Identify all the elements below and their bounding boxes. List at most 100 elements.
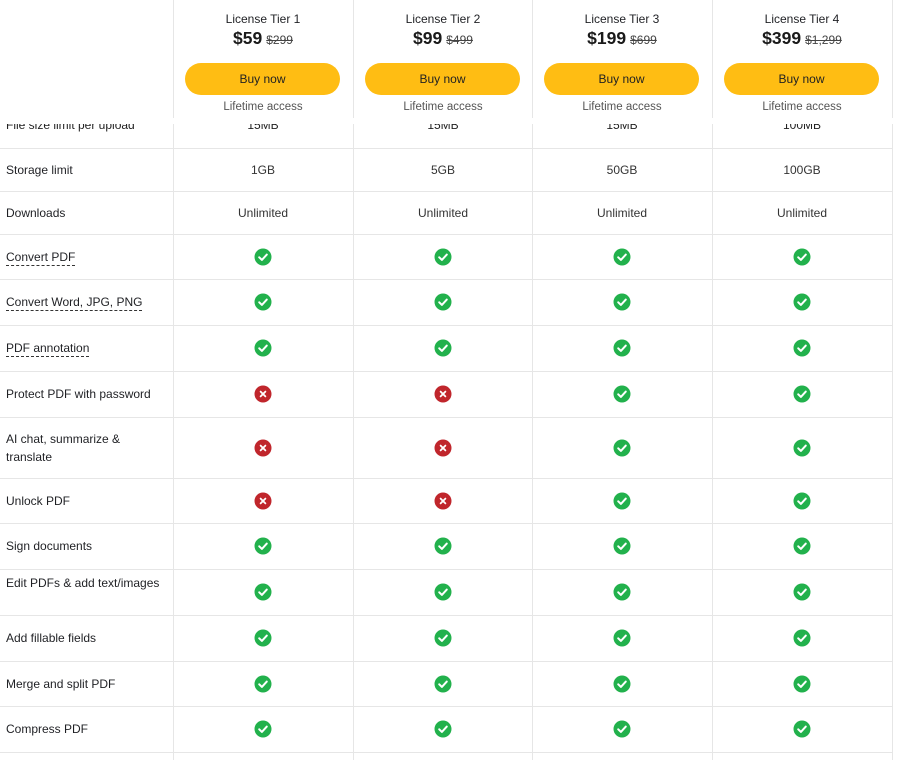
check-circle-icon xyxy=(613,385,631,403)
x-circle-icon xyxy=(434,385,452,403)
feature-value: 100GB xyxy=(783,163,821,177)
buy-now-button[interactable]: Buy now xyxy=(185,63,340,95)
original-price: $299 xyxy=(266,33,293,47)
feature-label[interactable]: Convert Word, JPG, PNG xyxy=(6,293,168,311)
price: $399 xyxy=(762,28,802,48)
x-circle-icon xyxy=(254,385,272,403)
feature-label-text: Add fillable fields xyxy=(6,631,97,645)
feature-label[interactable]: Convert PDF xyxy=(6,248,168,266)
feature-label-text: Sign documents xyxy=(6,539,93,553)
feature-label: Merge and split PDF xyxy=(6,675,168,693)
original-price: $1,299 xyxy=(805,33,842,47)
row-divider xyxy=(0,523,892,524)
column-divider xyxy=(712,0,713,760)
check-circle-icon xyxy=(613,248,631,266)
x-circle-icon xyxy=(254,439,272,457)
row-divider xyxy=(0,706,892,707)
feature-label-text: PDF annotation xyxy=(6,341,90,357)
check-circle-icon xyxy=(793,248,811,266)
buy-now-button[interactable]: Buy now xyxy=(724,63,879,95)
price-row: $199 $699 xyxy=(532,28,712,49)
check-circle-icon xyxy=(254,293,272,311)
feature-label-text: Protect PDF with password xyxy=(6,387,151,401)
check-circle-icon xyxy=(793,492,811,510)
check-circle-icon xyxy=(793,537,811,555)
price-row: $59 $299 xyxy=(173,28,353,49)
column-divider xyxy=(892,0,893,760)
check-circle-icon xyxy=(793,439,811,457)
feature-label-text: Storage limit xyxy=(6,163,73,177)
check-circle-icon xyxy=(254,339,272,357)
tier-name: License Tier 4 xyxy=(764,12,840,26)
check-circle-icon xyxy=(434,248,452,266)
check-circle-icon xyxy=(613,492,631,510)
row-divider xyxy=(0,661,892,662)
feature-label-text: Compress PDF xyxy=(6,722,89,736)
column-divider xyxy=(173,0,174,760)
feature-label: Storage limit xyxy=(6,161,168,179)
x-circle-icon xyxy=(434,439,452,457)
feature-label: AI chat, summarize & translate xyxy=(6,430,168,466)
lifetime-access-note: Lifetime access xyxy=(762,101,842,113)
tier-name: License Tier 2 xyxy=(405,12,481,26)
price: $199 xyxy=(587,28,627,48)
check-circle-icon xyxy=(434,720,452,738)
check-circle-icon xyxy=(254,720,272,738)
check-circle-icon xyxy=(434,583,452,601)
feature-value: Unlimited xyxy=(237,206,288,220)
check-circle-icon xyxy=(254,583,272,601)
row-divider xyxy=(0,569,892,570)
original-price: $699 xyxy=(630,33,657,47)
check-circle-icon xyxy=(613,629,631,647)
feature-label-text: Edit PDFs & add text/images xyxy=(6,576,160,590)
feature-label[interactable]: PDF annotation xyxy=(6,339,168,357)
tier-header: License Tier 2 $99 $499 Buy now Lifetime acc… xyxy=(353,0,533,128)
feature-label-text: Merge and split PDF xyxy=(6,677,116,691)
row-divider xyxy=(0,752,892,753)
feature-value: Unlimited xyxy=(417,206,468,220)
row-divider xyxy=(0,191,892,192)
feature-label-text: Convert PDF xyxy=(6,250,76,266)
sticky-header-edge xyxy=(0,118,913,124)
feature-label: Compress PDF xyxy=(6,720,168,738)
check-circle-icon xyxy=(613,720,631,738)
check-circle-icon xyxy=(793,720,811,738)
check-circle-icon xyxy=(434,629,452,647)
price-row: $399 $1,299 xyxy=(712,28,892,49)
lifetime-access-note: Lifetime access xyxy=(582,101,662,113)
feature-value: Unlimited xyxy=(596,206,647,220)
feature-label: Downloads xyxy=(6,204,168,222)
row-divider xyxy=(0,417,892,418)
feature-label: Add fillable fields xyxy=(6,629,168,647)
check-circle-icon xyxy=(254,248,272,266)
check-circle-icon xyxy=(793,675,811,693)
row-divider xyxy=(0,325,892,326)
row-divider xyxy=(0,371,892,372)
tier-header: License Tier 4 $399 $1,299 Buy now Lifetime … xyxy=(712,0,892,128)
feature-label: Sign documents xyxy=(6,537,168,555)
row-divider xyxy=(0,148,892,149)
tier-name: License Tier 1 xyxy=(225,12,301,26)
x-circle-icon xyxy=(434,492,452,510)
lifetime-access-note: Lifetime access xyxy=(403,101,483,113)
check-circle-icon xyxy=(434,339,452,357)
check-circle-icon xyxy=(793,293,811,311)
tier-name: License Tier 3 xyxy=(584,12,660,26)
column-divider xyxy=(353,0,354,760)
check-circle-icon xyxy=(613,583,631,601)
check-circle-icon xyxy=(793,629,811,647)
lifetime-access-note: Lifetime access xyxy=(223,101,303,113)
check-circle-icon xyxy=(613,675,631,693)
column-divider xyxy=(532,0,533,760)
check-circle-icon xyxy=(434,537,452,555)
check-circle-icon xyxy=(793,583,811,601)
buy-now-button[interactable]: Buy now xyxy=(365,63,520,95)
buy-now-button[interactable]: Buy now xyxy=(544,63,699,95)
check-circle-icon xyxy=(793,339,811,357)
feature-label-text: Unlock PDF xyxy=(6,494,71,508)
feature-label: Protect PDF with password xyxy=(6,385,168,403)
row-divider xyxy=(0,615,892,616)
feature-label: Unlock PDF xyxy=(6,492,168,510)
feature-value: 5GB xyxy=(430,163,455,177)
row-divider xyxy=(0,234,892,235)
